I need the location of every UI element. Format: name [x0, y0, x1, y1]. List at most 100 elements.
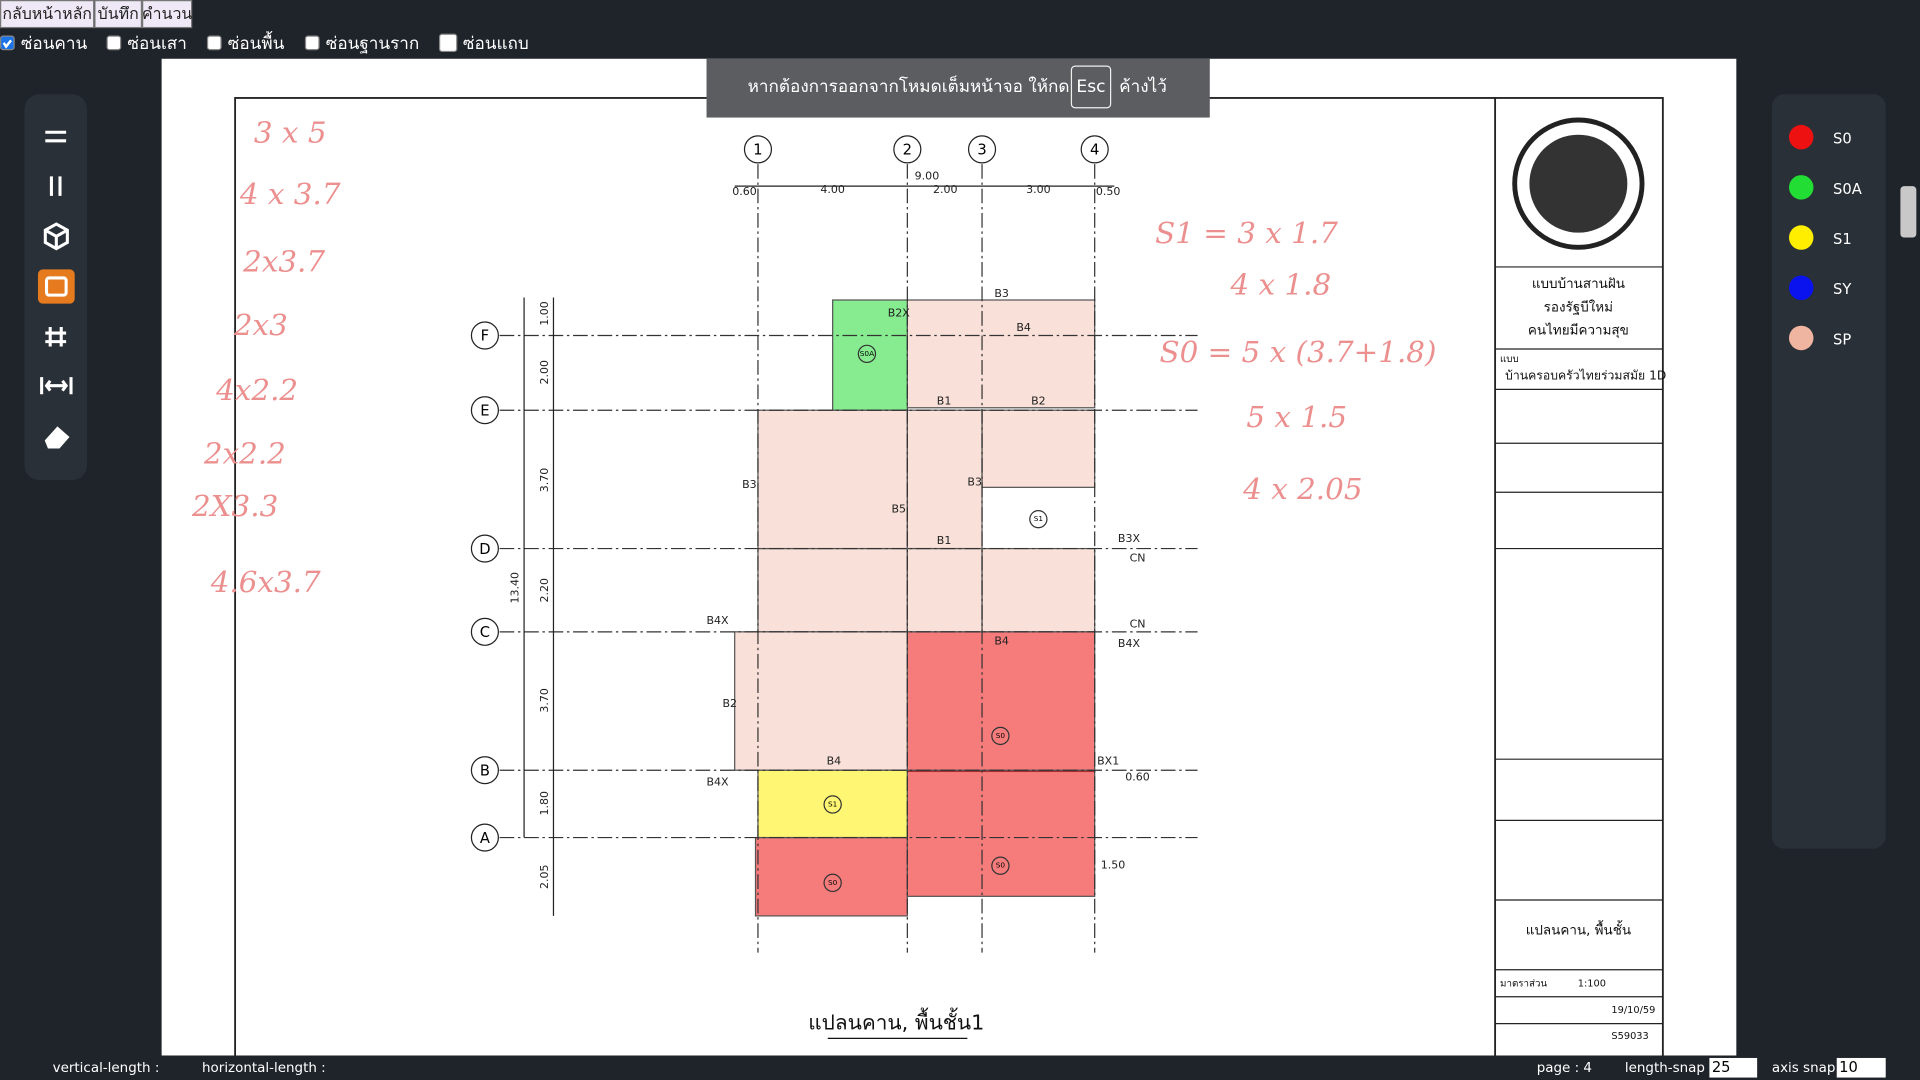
grid-label: 3: [977, 142, 986, 159]
grid-label: F: [481, 328, 489, 345]
legend-panel: [1771, 94, 1886, 849]
checkmark: [2, 39, 12, 49]
slab-label: S0: [996, 731, 1006, 740]
checkbox[interactable]: [304, 35, 320, 51]
button[interactable]: [0, 0, 95, 29]
tool-eraser[interactable]: [44, 426, 70, 449]
legend-swatch[interactable]: [1788, 325, 1814, 351]
grid-label: 4: [1090, 142, 1099, 159]
vertical-length: vertical-length :: [53, 1061, 160, 1076]
title-block-text: 19/10/59: [1611, 1005, 1655, 1016]
grid-label: A: [480, 830, 490, 847]
legend-swatch[interactable]: [1788, 225, 1814, 250]
grid-bubble: [743, 135, 773, 164]
grid-label: C: [480, 624, 490, 641]
checkbox-label[interactable]: ซ่อนเสา: [127, 34, 187, 54]
slab-tag: [857, 344, 877, 364]
button-label[interactable]: คำนวน: [142, 4, 192, 23]
title-block-text: แปลนคาน, พื้นชั้น: [1526, 920, 1631, 939]
dimension-label: 3.70: [538, 688, 551, 713]
button-label[interactable]: กลับหน้าหลัก: [2, 4, 92, 23]
slab-label: S0: [996, 861, 1006, 870]
slab: [757, 409, 908, 550]
grid-label: B: [480, 762, 490, 779]
checkbox-label[interactable]: ซ่อนพื้น: [228, 31, 285, 54]
checkbox-label[interactable]: ซ่อนฐานราก: [326, 34, 420, 54]
beam-label: 1.50: [1101, 859, 1126, 872]
dimension-label: 4.00: [820, 183, 845, 196]
slab-tag: [1029, 509, 1048, 529]
dimension-label: 0.60: [732, 185, 757, 198]
title-block-text: มาตราส่วน: [1500, 978, 1548, 989]
slab: [981, 409, 1096, 488]
button[interactable]: [94, 0, 143, 29]
beam-label: BX1: [1097, 755, 1119, 768]
dimension-label: 9.00: [915, 169, 940, 182]
status-bar: [0, 1055, 1920, 1080]
slab: [906, 299, 1096, 409]
legend-label[interactable]: SP: [1833, 331, 1851, 348]
tool-slab: [45, 276, 68, 297]
tool-grid[interactable]: [45, 326, 67, 347]
legend-swatch[interactable]: [1788, 175, 1814, 200]
emblem: [1512, 117, 1645, 250]
axis-snap-input[interactable]: [1836, 1057, 1886, 1078]
beam-label: B1: [937, 534, 952, 547]
checkbox[interactable]: [438, 33, 458, 53]
handwritten-note: 3 x 5: [254, 116, 327, 150]
slab-tag: [991, 726, 1010, 746]
button-label[interactable]: บันทึก: [98, 4, 139, 23]
grid-bubble: [967, 135, 997, 164]
length-snap-input[interactable]: [1709, 1057, 1758, 1078]
beam-label: B4: [994, 635, 1009, 648]
beam-label: B2: [1031, 395, 1046, 408]
legend-label[interactable]: SY: [1833, 281, 1851, 298]
notice-key: Esc: [1076, 77, 1105, 97]
grid-bubble: [470, 321, 499, 350]
checkbox[interactable]: [0, 35, 15, 51]
tool-measure[interactable]: [40, 377, 73, 395]
dimension-label: 13.40: [509, 572, 522, 604]
legend-swatch[interactable]: [1788, 124, 1814, 150]
grid-bubble: [1080, 135, 1109, 164]
checkbox-label[interactable]: ซ่อนแถบ: [463, 34, 529, 54]
dimension-label: 3.00: [1026, 183, 1051, 196]
beam-label: B2X: [888, 306, 911, 319]
checkbox[interactable]: [106, 35, 122, 51]
button[interactable]: [142, 0, 193, 29]
grid-bubble: [470, 396, 499, 425]
horizontal-length: horizontal-length :: [202, 1061, 326, 1076]
grid-label: D: [479, 541, 490, 558]
slab-label: S1: [828, 799, 837, 808]
tool-beam[interactable]: [45, 130, 67, 143]
length-snap-label: length-snap :: [1625, 1061, 1714, 1076]
tool-slab-active[interactable]: [37, 269, 75, 304]
emblem-center: [1529, 134, 1628, 233]
beam-label: B3X: [1118, 532, 1141, 545]
drawing-title: แปลนคาน, พื้นชั้น1: [808, 1008, 984, 1035]
title-block-text: คนไทยมีความสุข: [1528, 323, 1629, 339]
slab: [906, 631, 1096, 773]
dimension-label: 1.80: [538, 791, 551, 816]
grid-bubble: [470, 756, 499, 785]
legend-label[interactable]: S0A: [1833, 181, 1862, 198]
tool-column[interactable]: [49, 176, 62, 196]
checkbox[interactable]: [206, 35, 222, 51]
legend-label[interactable]: S0: [1833, 131, 1852, 148]
notice-text: หากต้องการออกจากโหมดเต็มหน้าจอ ให้กด: [748, 75, 1070, 97]
beam-label: B4X: [1118, 637, 1141, 650]
title-block-text: รองรัฐบีใหม่: [1544, 298, 1613, 315]
tool-3d[interactable]: [43, 222, 69, 251]
axis-snap-value: 10: [1839, 1059, 1858, 1076]
slab: [981, 547, 1096, 633]
checkbox-label[interactable]: ซ่อนคาน: [21, 34, 88, 54]
handwritten-note: 4x2.2: [215, 373, 298, 407]
slab: [906, 409, 983, 550]
legend-swatch[interactable]: [1788, 275, 1814, 300]
legend-label[interactable]: S1: [1833, 231, 1852, 248]
handwritten-note: 4 x 2.05: [1242, 472, 1362, 506]
scrollbar-thumb[interactable]: [1900, 186, 1917, 238]
beam-label: B5: [891, 502, 906, 515]
title-block-text: แบบ: [1500, 354, 1519, 365]
